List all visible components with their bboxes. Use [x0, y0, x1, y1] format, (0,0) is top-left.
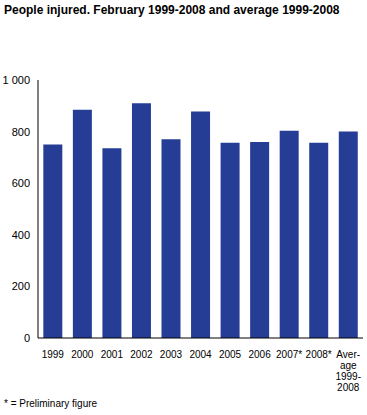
- svg-text:2005: 2005: [219, 349, 242, 360]
- svg-text:1999: 1999: [42, 349, 65, 360]
- svg-text:2000: 2000: [71, 349, 94, 360]
- html-text:People injured. February 1999-: People injured. February 1999-2008 and a…: [4, 3, 340, 17]
- html-text:* = Preliminary figure: * = Preliminary figure: [4, 398, 98, 409]
- svg-text:600: 600: [12, 177, 30, 189]
- svg-text:2003: 2003: [160, 349, 183, 360]
- svg-text:400: 400: [12, 229, 30, 241]
- svg-text:2004: 2004: [189, 349, 212, 360]
- svg-text:2007*: 2007*: [276, 349, 302, 360]
- svg-text:0: 0: [24, 332, 30, 344]
- svg-text:Aver-age1999-2008: Aver-age1999-2008: [335, 349, 359, 393]
- svg-text:2002: 2002: [130, 349, 153, 360]
- svg-text:200: 200: [12, 280, 30, 292]
- svg-text:2001: 2001: [101, 349, 124, 360]
- svg-text:800: 800: [12, 126, 30, 138]
- svg-text:2008*: 2008*: [306, 349, 332, 360]
- svg-text:1 000: 1 000: [8, 74, 30, 86]
- svg-text:2006: 2006: [248, 349, 271, 360]
